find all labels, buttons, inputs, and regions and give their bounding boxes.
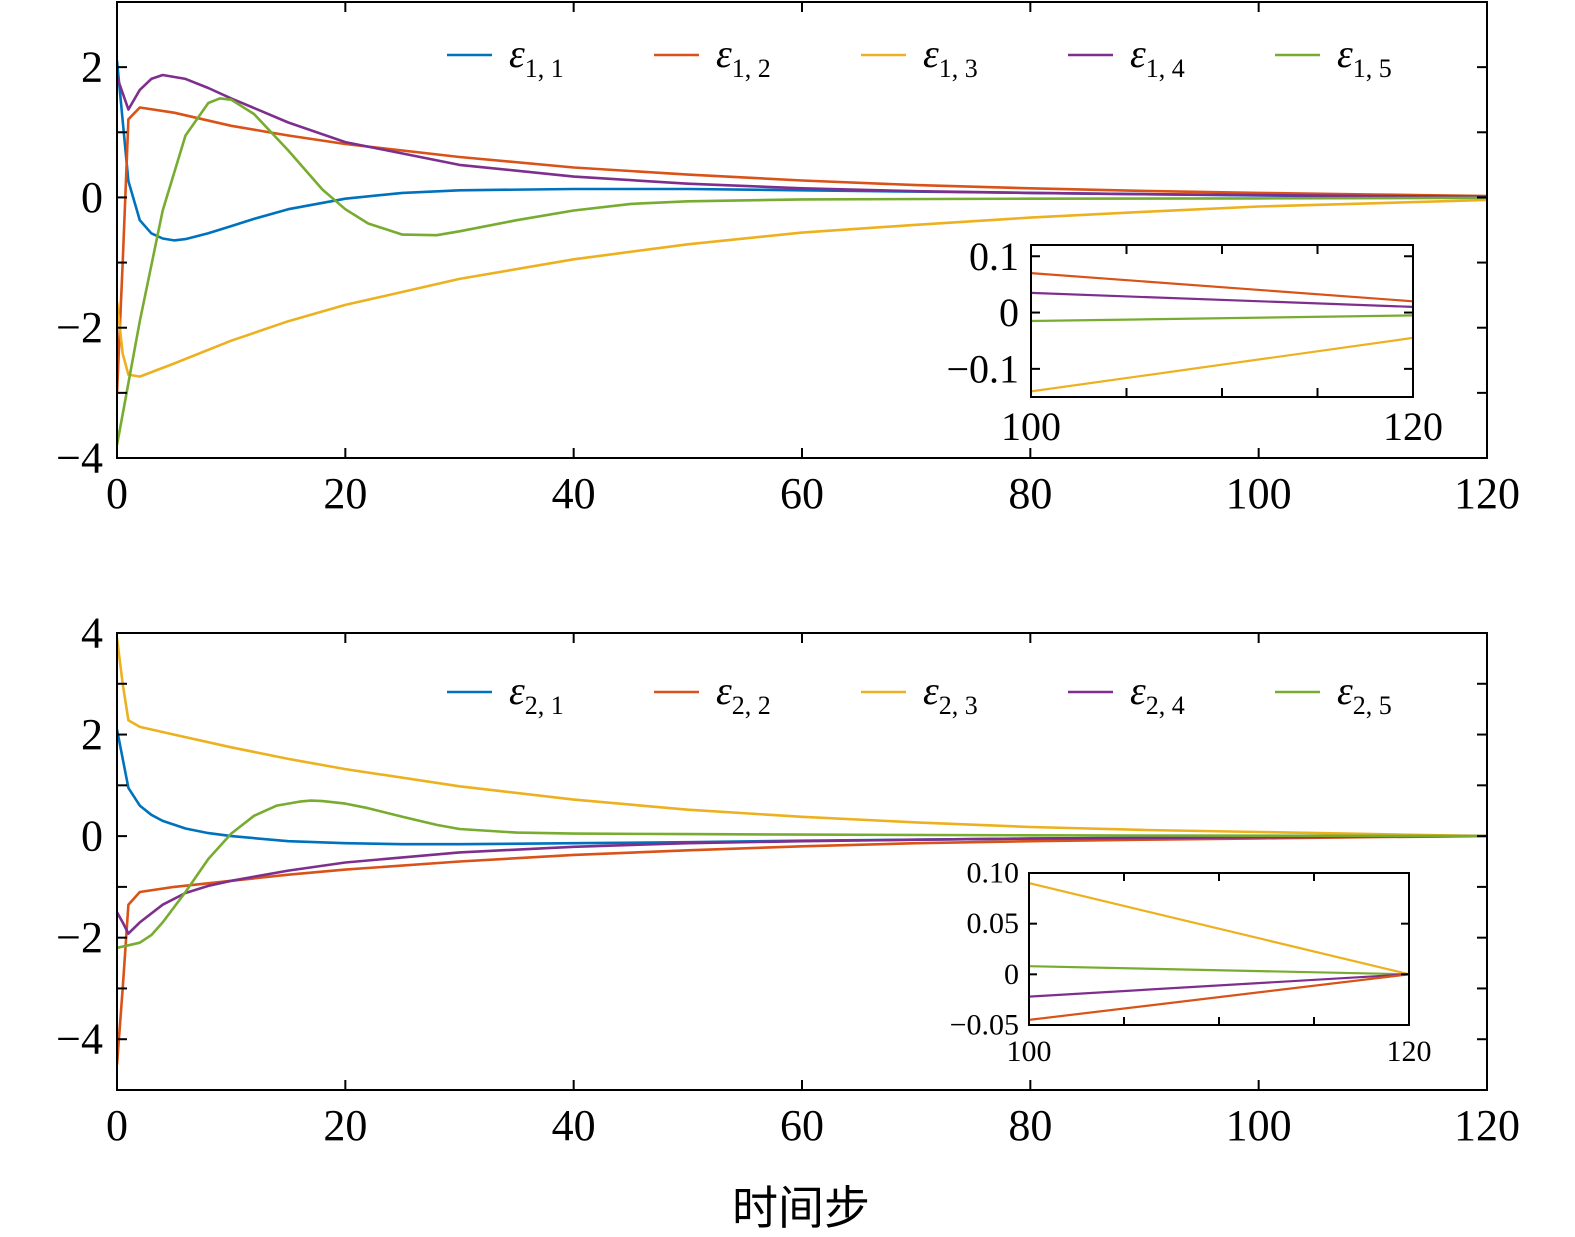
y-tick-label: 0 <box>999 290 1019 335</box>
y-tick-label: 0 <box>81 812 103 861</box>
legend-entry: ε2, 1 <box>509 668 564 720</box>
x-tick-label: 0 <box>106 469 128 518</box>
series-line-2 <box>117 106 1487 393</box>
legend-entry: ε1, 1 <box>509 31 564 83</box>
y-tick-label: −0.05 <box>950 1009 1019 1042</box>
legend-entry: ε1, 4 <box>1130 31 1185 83</box>
x-tick-label: 80 <box>1008 1101 1052 1150</box>
x-tick-label: 100 <box>1007 1035 1052 1068</box>
y-tick-label: −0.1 <box>946 346 1019 391</box>
x-tick-label: 20 <box>323 469 367 518</box>
top-chart: 0 20 40 60 80 100 120−4−202 ε1, 1 ε1, 2 ε1, 3 ε1, … <box>56 1 1520 518</box>
x-tick-label: 60 <box>780 1101 824 1150</box>
series-line-5 <box>117 97 1487 446</box>
legend-entry: ε2, 2 <box>716 668 771 720</box>
x-tick-label: 80 <box>1008 469 1052 518</box>
series-line-2 <box>1031 291 1413 308</box>
series-line-1 <box>1029 882 1409 976</box>
y-tick-label: 2 <box>81 710 103 759</box>
y-tick-label: 0 <box>1004 958 1019 991</box>
y-tick-label: −2 <box>56 913 103 962</box>
y-tick-label: 2 <box>81 43 103 92</box>
y-tick-label: −4 <box>56 1015 103 1064</box>
x-tick-label: 100 <box>1226 469 1292 518</box>
x-tick-label: 60 <box>780 469 824 518</box>
legend-entry: ε2, 4 <box>1130 668 1185 720</box>
x-tick-label: 100 <box>1226 1101 1292 1150</box>
series-line-4 <box>117 73 1487 199</box>
series-line-1 <box>117 729 1487 846</box>
series-lines <box>1029 882 1409 1021</box>
series-line-4 <box>117 834 1487 935</box>
y-tick-label: −2 <box>56 303 103 352</box>
x-tick-label: 120 <box>1383 404 1443 449</box>
x-axis-label: 时间步 <box>732 1181 870 1235</box>
top-inset-chart: 100 120 −0.1 0 0.1 <box>946 234 1443 449</box>
y-tick-label: 0.05 <box>967 907 1020 940</box>
series-lines <box>117 637 1487 1065</box>
bottom-inset-chart: 100 120 −0.05 0 0.05 0.10 <box>950 857 1432 1069</box>
x-tick-label: 120 <box>1454 1101 1520 1150</box>
series-line-1 <box>117 60 1487 242</box>
series-line-3 <box>1029 973 1409 998</box>
x-tick-label: 20 <box>323 1101 367 1150</box>
series-lines <box>1031 272 1413 393</box>
series-line-4 <box>1029 973 1409 1021</box>
series-line-3 <box>117 637 1487 838</box>
series-line-3 <box>117 198 1487 378</box>
legend-entry: ε1, 3 <box>923 31 978 83</box>
y-tick-label: 0.10 <box>967 857 1020 890</box>
x-tick-label: 120 <box>1454 469 1520 518</box>
series-line-3 <box>1031 314 1413 323</box>
legend-entry: ε1, 5 <box>1337 31 1392 83</box>
series-line-4 <box>1031 336 1413 393</box>
series-line-1 <box>1031 272 1413 303</box>
legend-entry: ε2, 5 <box>1337 668 1392 720</box>
x-tick-label: 100 <box>1001 404 1061 449</box>
legend: ε2, 1 ε2, 2 ε2, 3 ε2, 4 ε2, 5 <box>447 668 1392 720</box>
x-tick-label: 40 <box>552 469 596 518</box>
legend-entry: ε1, 2 <box>716 31 771 83</box>
y-tick-label: 4 <box>81 609 103 658</box>
legend: ε1, 1 ε1, 2 ε1, 3 ε1, 4 ε1, 5 <box>447 31 1392 83</box>
series-line-2 <box>117 834 1487 1065</box>
x-tick-label: 120 <box>1387 1035 1432 1068</box>
legend-entry: ε2, 3 <box>923 668 978 720</box>
series-lines <box>117 60 1487 446</box>
series-line-5 <box>117 799 1487 950</box>
y-tick-label: −4 <box>56 434 103 483</box>
x-tick-label: 40 <box>552 1101 596 1150</box>
x-tick-label: 0 <box>106 1101 128 1150</box>
series-line-2 <box>1029 965 1409 976</box>
y-tick-label: 0.1 <box>969 234 1019 279</box>
y-tick-label: 0 <box>81 173 103 222</box>
